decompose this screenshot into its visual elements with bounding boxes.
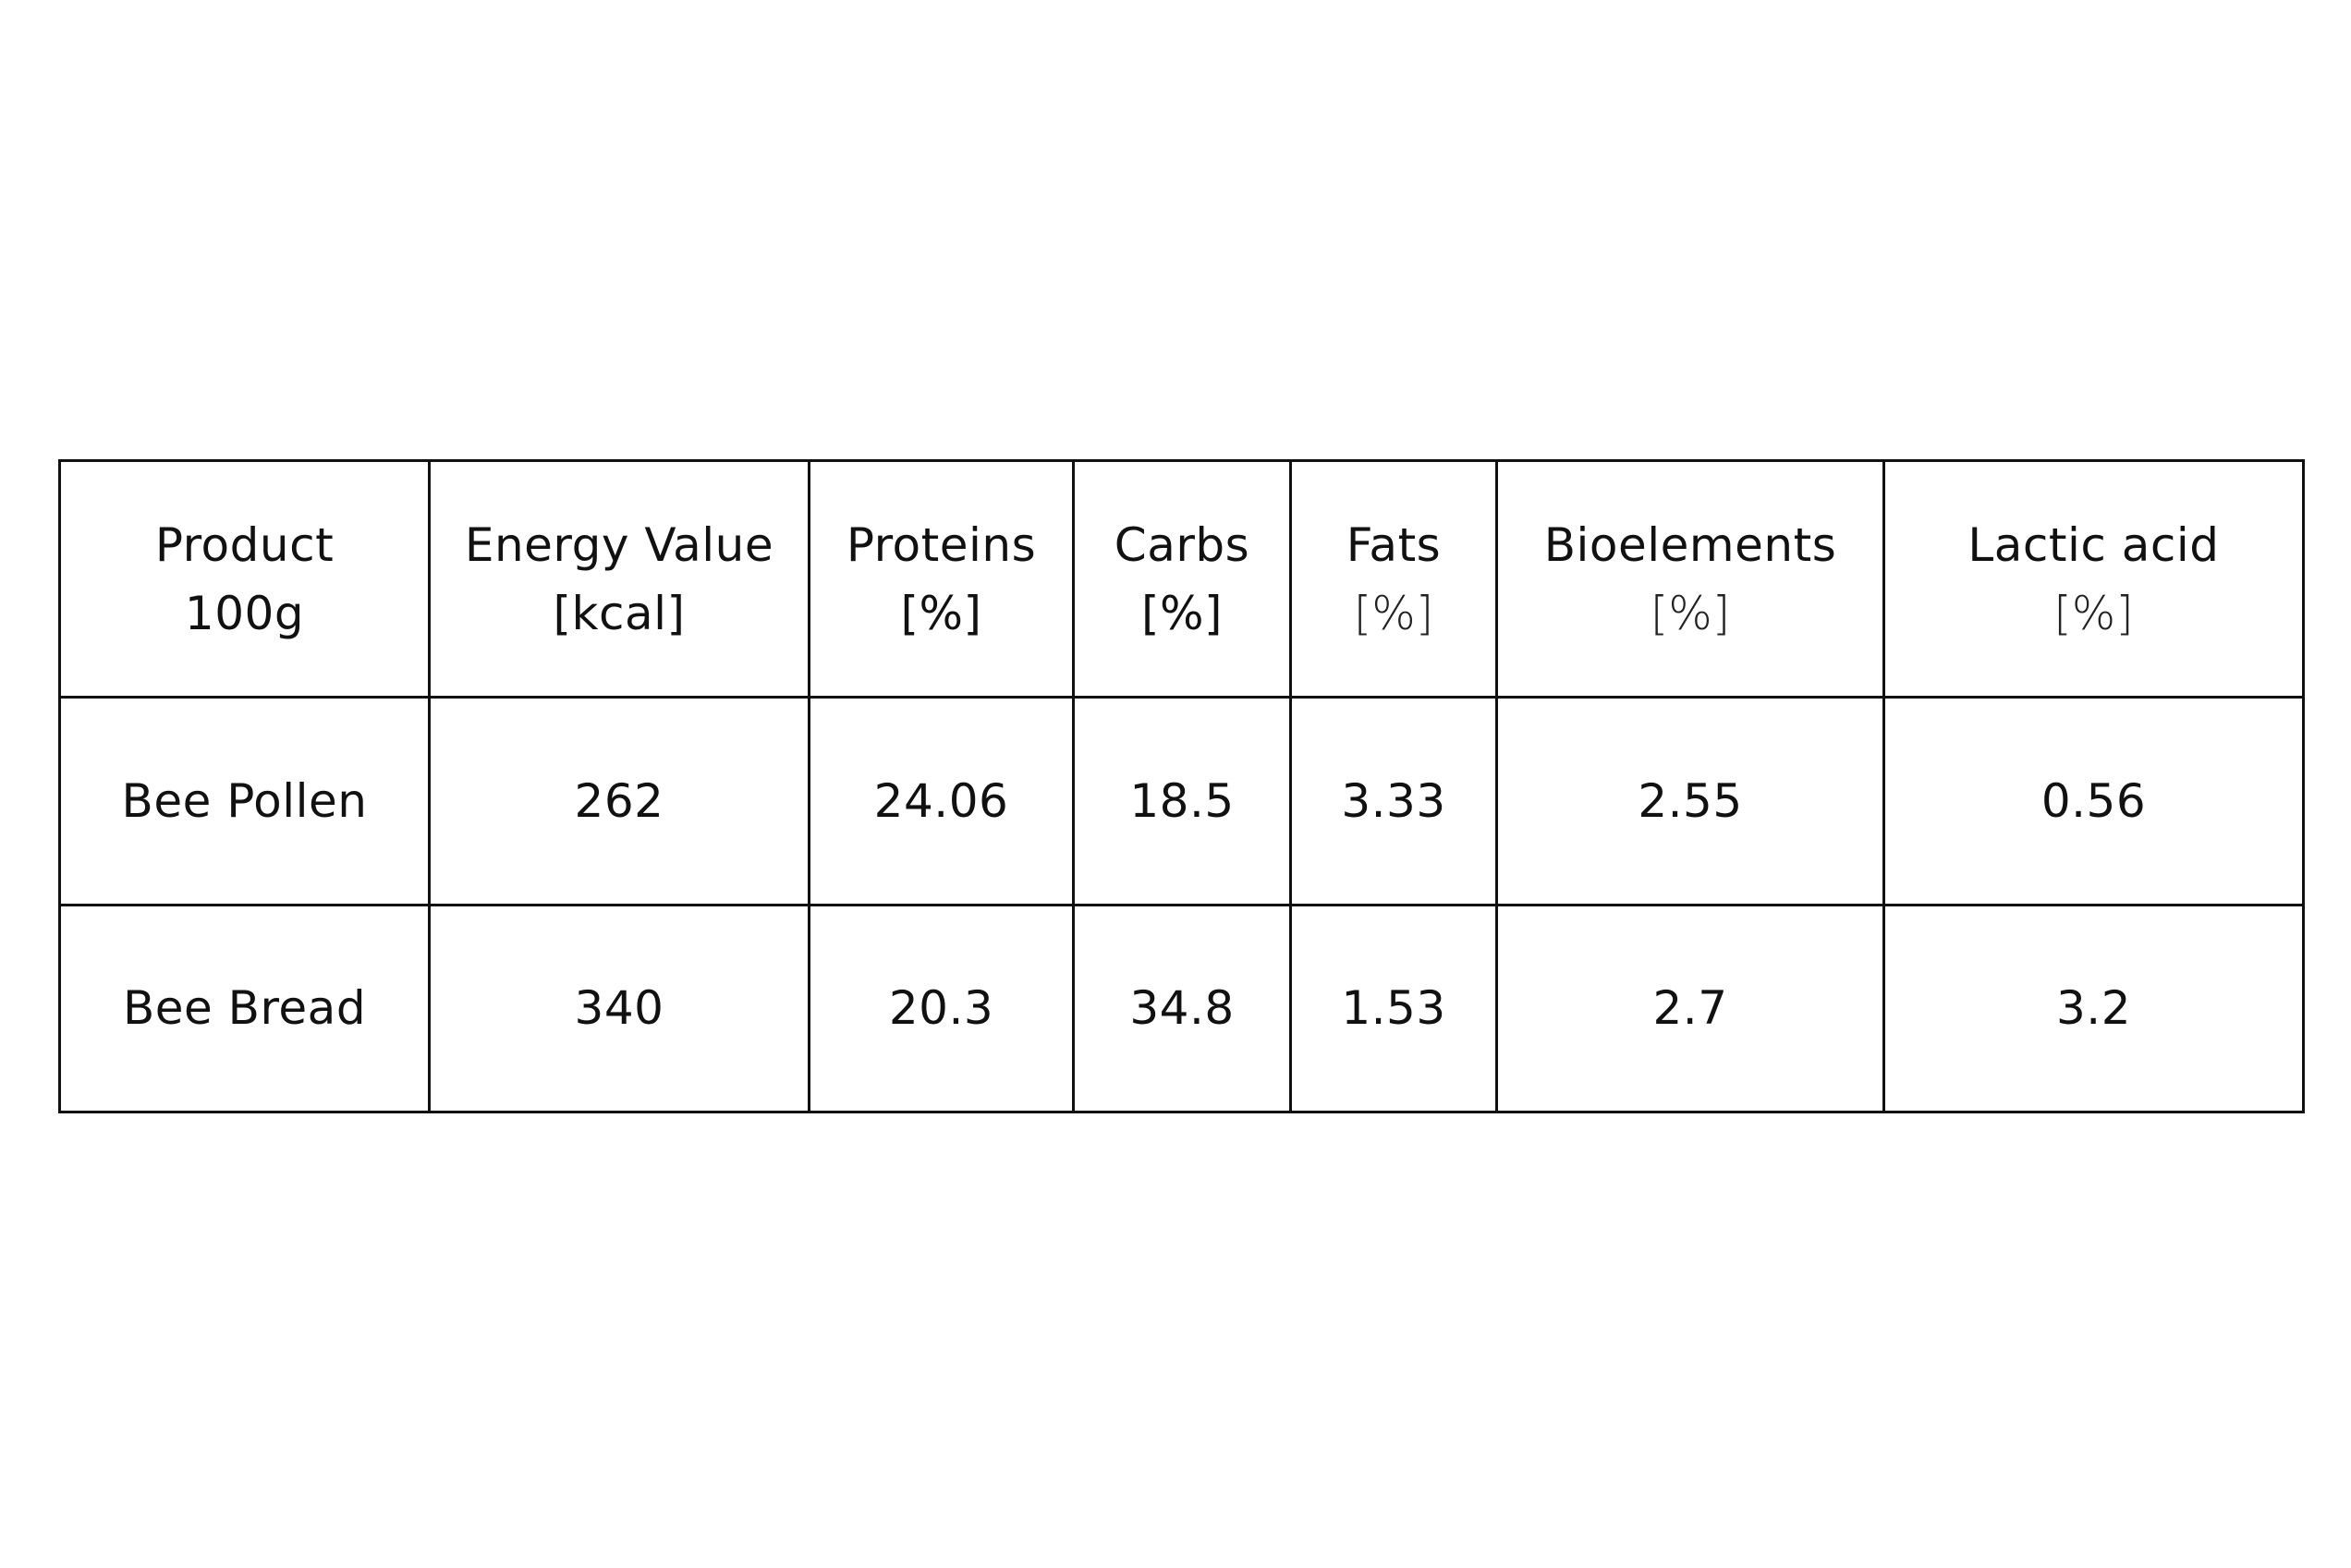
table-row: Bee Bread 340 20.3 34.8 1.53 2.7 3.2 [58, 903, 2305, 1114]
header-cell-carbs: Carbs [%] [1072, 458, 1292, 699]
header-cell-proteins: Proteins [%] [808, 458, 1075, 699]
cell-energy-value: 262 [428, 696, 810, 906]
header-unit: [%] [2053, 586, 2134, 640]
table-header-row: Product 100g Energy Value [kcal] Protein… [58, 458, 2305, 699]
cell-proteins: 20.3 [808, 903, 1075, 1114]
cell-energy-value: 340 [428, 903, 810, 1114]
header-unit: [kcal] [553, 586, 686, 640]
header-cell-lactic-acid: Lactic acid [%] [1882, 458, 2305, 699]
row-product-label: Bee Bread [58, 903, 431, 1114]
cell-lactic-acid: 0.56 [1882, 696, 2305, 906]
header-unit: [%] [1140, 586, 1224, 640]
cell-carbs: 18.5 [1072, 696, 1292, 906]
cell-bioelements: 2.55 [1495, 696, 1885, 906]
header-title: Product [154, 517, 335, 572]
cell-fats: 3.33 [1289, 696, 1498, 906]
header-cell-bioelements: Bioelements [%] [1495, 458, 1885, 699]
header-title: Carbs [1114, 517, 1250, 572]
row-product-label: Bee Pollen [58, 696, 431, 906]
cell-fats: 1.53 [1289, 903, 1498, 1114]
header-cell-energy-value: Energy Value [kcal] [428, 458, 810, 699]
header-unit: [%] [1353, 586, 1434, 640]
header-title: Energy Value [464, 517, 774, 572]
header-cell-fats: Fats [%] [1289, 458, 1498, 699]
header-unit: [%] [900, 586, 982, 640]
cell-bioelements: 2.7 [1495, 903, 1885, 1114]
header-title: Proteins [846, 517, 1037, 572]
header-title: Fats [1346, 517, 1442, 572]
cell-proteins: 24.06 [808, 696, 1075, 906]
header-cell-product: Product 100g [58, 458, 431, 699]
header-unit: [%] [1650, 586, 1731, 640]
cell-lactic-acid: 3.2 [1882, 903, 2305, 1114]
nutrition-table: Product 100g Energy Value [kcal] Protein… [58, 458, 2305, 1114]
header-unit: 100g [184, 586, 305, 640]
header-title: Bioelements [1543, 517, 1837, 572]
cell-carbs: 34.8 [1072, 903, 1292, 1114]
header-title: Lactic acid [1967, 517, 2220, 572]
table-row: Bee Pollen 262 24.06 18.5 3.33 2.55 0.56 [58, 696, 2305, 906]
